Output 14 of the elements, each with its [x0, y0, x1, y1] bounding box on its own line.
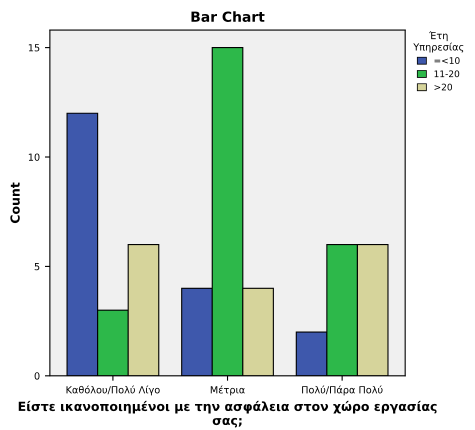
legend-label: =<10: [434, 57, 460, 64]
x-tick-label: Πολύ/Πάρα Πολύ: [302, 386, 383, 396]
chart-title: Bar Chart: [192, 11, 264, 22]
y-axis-title: Count: [10, 182, 20, 224]
x-axis-title: Είστε ικανοποιημένοι με την ασφάλεια στον χώρο εργασίας σας;: [18, 400, 437, 428]
y-tick-label: 0: [34, 372, 40, 380]
y-tick-label: 5: [34, 263, 40, 270]
x-tick-label: Μέτρια: [210, 386, 245, 396]
legend-label: 11-20: [434, 70, 460, 78]
legend-label: >20: [434, 84, 452, 90]
legend-title: Έτη Υπηρεσίας: [413, 31, 464, 52]
x-tick-label: Καθόλου/Πολύ Λίγο: [66, 386, 160, 396]
y-tick-label: 10: [28, 153, 40, 161]
y-tick-label: 15: [28, 44, 40, 52]
